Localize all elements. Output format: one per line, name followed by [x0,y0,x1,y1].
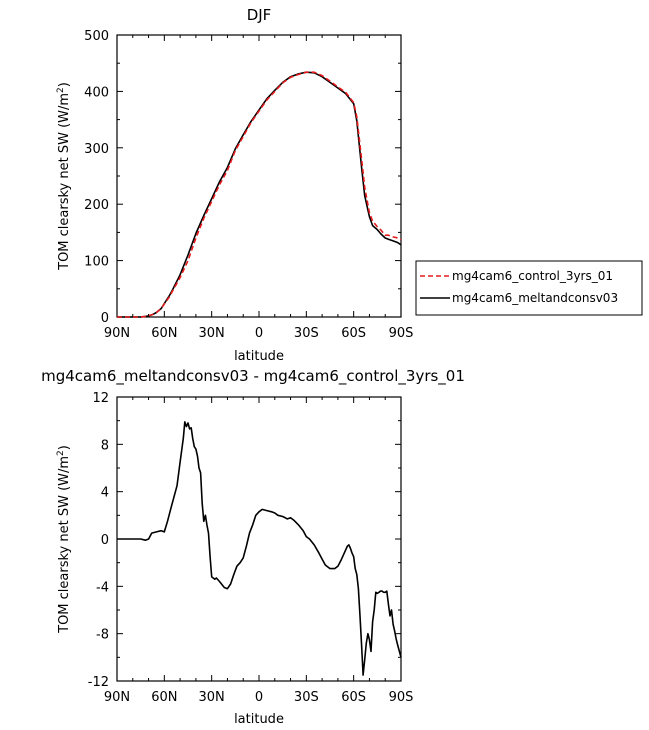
bottom-ytick-label: 12 [92,391,109,406]
bottom-marks: 90N 60N 30N 0 30S 60S 90S -12 -8 -4 0 4 8 12 [88,391,414,705]
top-series-line-0 [117,71,402,318]
bottom-xtick-label: 0 [255,690,263,705]
bottom-xtick-label: 30S [294,690,319,705]
bottom-xtick-label: 90N [104,690,130,705]
bottom-xtick-label: 90S [389,690,414,705]
bottom-ytick-label: -12 [88,675,109,690]
top-series [117,71,402,318]
top-panel: DJF 90N 60N 30N 0 30S 60S 90S0100200300400500 … [56,6,413,364]
bottom-xtick-label: 30N [199,690,225,705]
top-xtick-label: 30N [199,326,225,341]
bottom-series-line-0 [117,421,402,676]
bottom-ytick-label: 4 [101,486,109,501]
top-ytick-label: 100 [84,255,109,270]
bottom-xtick-label: 60S [341,690,366,705]
bottom-ylabel: TOM clearsky net SW (W/m2) [56,445,72,634]
top-xtick-label: 60N [151,326,177,341]
top-xtick-label: 30S [294,326,319,341]
legend-label-control: mg4cam6_control_3yrs_01 [452,269,613,283]
legend: mg4cam6_control_3yrs_01 mg4cam6_meltandc… [415,260,643,316]
top-marks: 90N 60N 30N 0 30S 60S 90S 0 100 200 300 400 500 [84,29,413,341]
top-xtick-label: 0 [255,326,263,341]
bottom-panel: mg4cam6_meltandconsv03 - mg4cam6_control… [41,367,465,727]
legend-box [415,260,643,316]
bottom-series [117,421,402,676]
top-xlabel: latitude [234,349,284,364]
top-ytick-label: 200 [84,198,109,213]
bottom-ytick-label: -4 [96,580,109,595]
top-ytick-label: 300 [84,142,109,157]
top-ytick-label: 400 [84,85,109,100]
bottom-ytick-label: 8 [101,438,109,453]
bottom-ytick-label: 0 [101,533,109,548]
top-xtick-label: 60S [341,326,366,341]
top-plot-frame [116,34,402,318]
top-ylabel: TOM clearsky net SW (W/m2) [56,82,72,271]
top-series-line-1 [117,71,402,318]
bottom-xtick-label: 60N [151,690,177,705]
bottom-plot-frame [116,396,402,682]
bottom-title: mg4cam6_meltandconsv03 - mg4cam6_control… [41,367,465,386]
bottom-ytick-label: -8 [96,628,109,643]
top-ytick-label: 0 [101,311,109,326]
top-ytick-label: 500 [84,29,109,44]
bottom-xlabel: latitude [234,712,284,727]
top-xtick-label: 90S [389,326,414,341]
top-title: DJF [247,6,272,24]
top-xtick-label: 90N [104,326,130,341]
legend-label-melt: mg4cam6_meltandconsv03 [452,291,618,305]
